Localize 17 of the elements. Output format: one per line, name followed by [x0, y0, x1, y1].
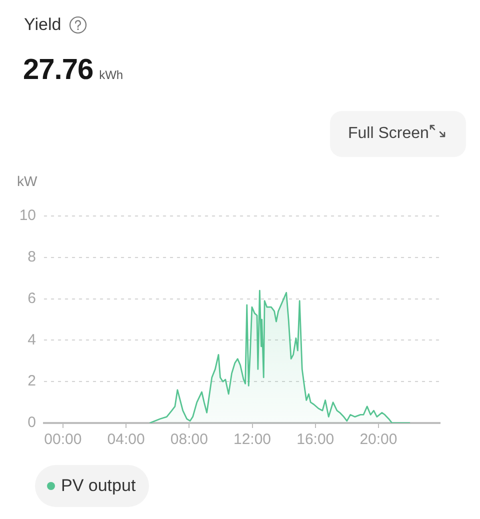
full-screen-button[interactable]: Full Screen — [330, 111, 466, 157]
x-tick-label: 20:00 — [360, 431, 398, 448]
y-tick-label: 0 — [28, 414, 36, 432]
legend-label: PV output — [61, 476, 136, 496]
y-axis-title: kW — [17, 172, 38, 189]
chart-subtitle: 27.76 kWh — [23, 54, 124, 86]
x-tick-label: 00:00 — [44, 431, 82, 448]
y-tick-label: 2 — [28, 372, 36, 390]
y-tick-label: 8 — [28, 248, 36, 266]
x-tick-label: 04:00 — [107, 431, 145, 448]
y-tick-label: 10 — [19, 207, 36, 224]
chart-title: Yield — [24, 14, 62, 36]
x-tick-label: 16:00 — [296, 431, 334, 448]
y-tick-label: 6 — [28, 290, 36, 307]
x-tick-label: 12:00 — [233, 431, 272, 448]
x-tick-label: 08:00 — [170, 431, 208, 448]
y-tick-label: 4 — [28, 331, 36, 348]
